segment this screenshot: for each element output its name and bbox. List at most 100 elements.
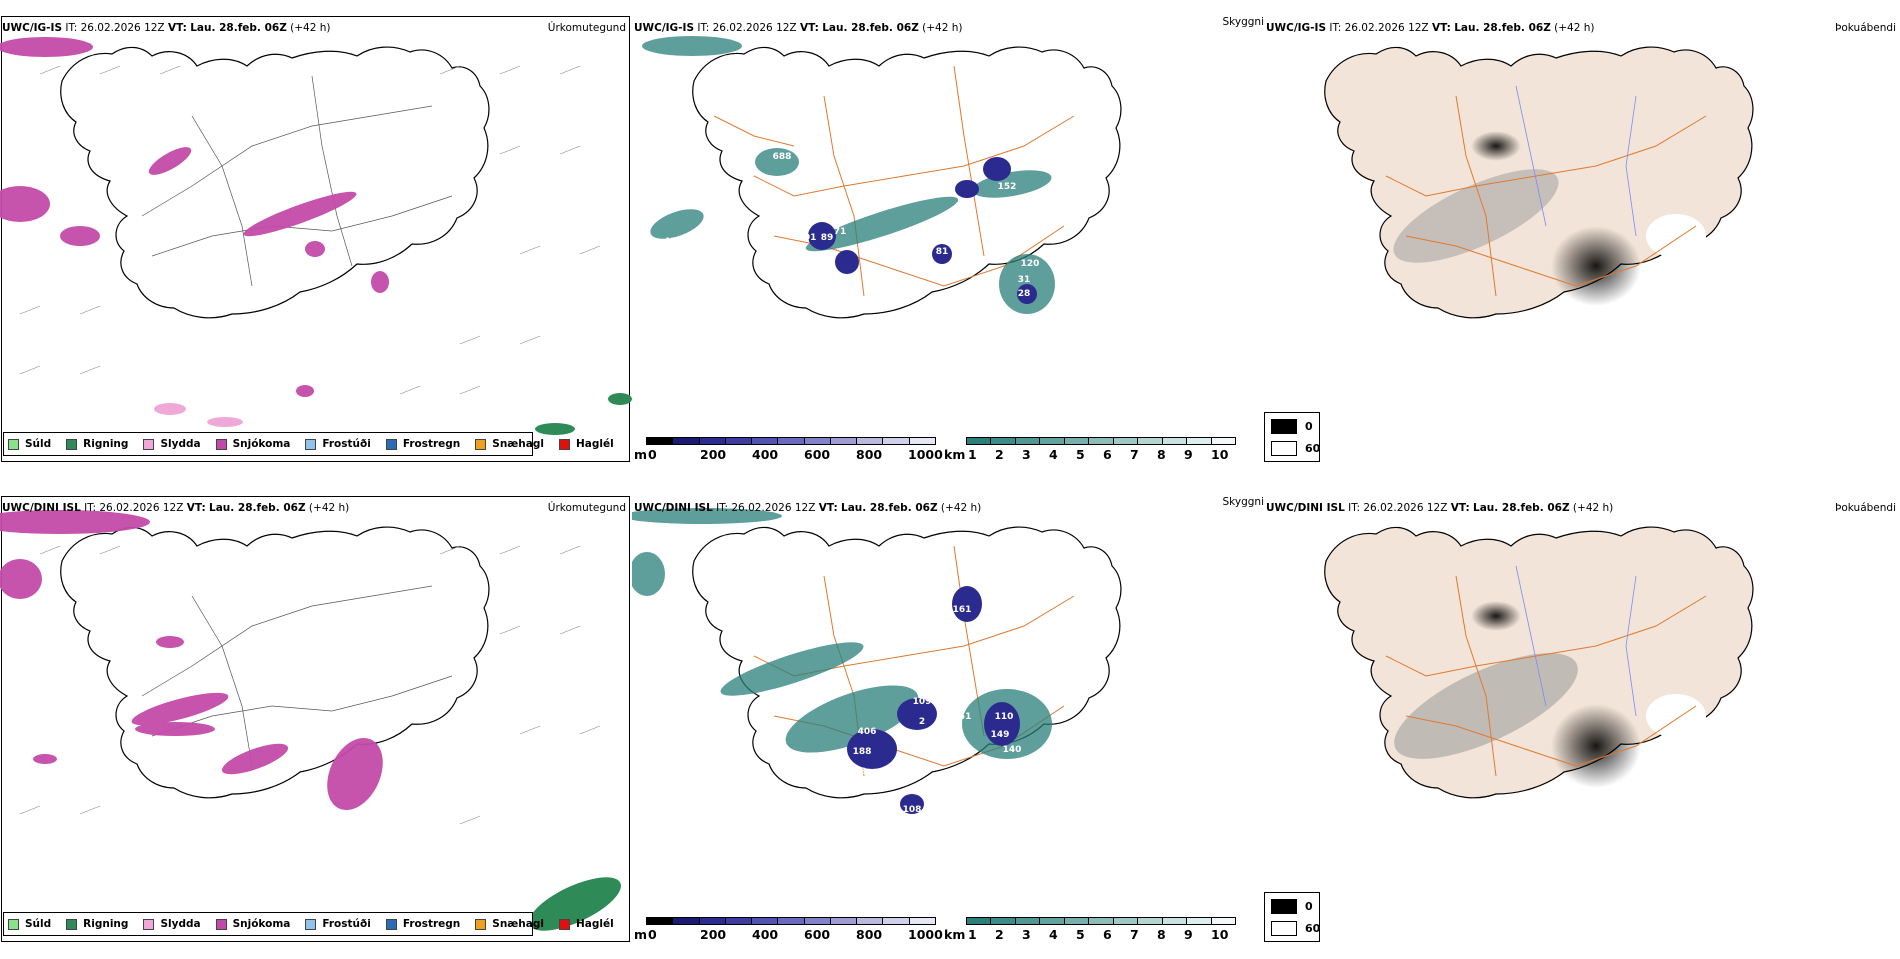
- cloud-base-value: 17: [916, 815, 929, 825]
- panel-header: UWC/DINI ISL IT: 26.02.2026 12Z VT: Lau.…: [634, 502, 982, 514]
- scale-segment: [1138, 918, 1163, 924]
- cloud-base-value: 149: [798, 687, 817, 697]
- cloud-base-value: 31: [1018, 275, 1031, 285]
- cloud-base-value: 31: [926, 379, 939, 389]
- scale-segment: [1211, 918, 1235, 924]
- scale-tick-label: 3: [1022, 927, 1031, 942]
- precip-legend-item: Haglél: [558, 918, 614, 930]
- legend-swatch: [215, 918, 227, 930]
- cloud-base-value: 15: [831, 677, 844, 687]
- cloud-base-value: 3: [974, 235, 980, 245]
- ceiling-unit: m: [634, 927, 648, 942]
- scale-tick-label: 1000: [908, 447, 943, 462]
- legend-swatch: [215, 438, 227, 450]
- cloud-base-value: 193: [895, 755, 914, 765]
- legend-swatch: [66, 438, 78, 450]
- fog-panel: UWC/IG-IS IT: 26.02.2026 12Z VT: Lau. 28…: [1264, 14, 1900, 479]
- scale-segment: [725, 438, 753, 444]
- legend-label: Haglél: [575, 438, 614, 450]
- scale-segment: [647, 438, 674, 444]
- scale-segment: [830, 918, 858, 924]
- scale-tick-label: 0: [648, 447, 657, 462]
- scale-tick-label: 1: [968, 927, 977, 942]
- scale-tick-label: 600: [804, 447, 831, 462]
- scale-tick-label: 4: [1049, 447, 1058, 462]
- ceiling-unit: m: [634, 447, 648, 462]
- legend-swatch: [558, 918, 570, 930]
- scale-segment: [1211, 438, 1235, 444]
- cloud-base-value: 16: [1046, 327, 1059, 337]
- panel-title: Skyggni: [1222, 16, 1265, 28]
- precip-type-map: [0, 510, 621, 931]
- panel-frame: [1, 16, 630, 462]
- scale-segment: [967, 918, 992, 924]
- precip-legend-item: Haglél: [558, 438, 614, 450]
- fog-legend-item: 60: [1271, 921, 1320, 936]
- legend-swatch: [143, 438, 155, 450]
- scale-tick-label: 1: [968, 447, 977, 462]
- scale-segment: [1187, 918, 1212, 924]
- legend-label: 0: [1305, 420, 1313, 433]
- cloud-base-value: 71: [834, 227, 847, 237]
- panel-header: UWC/DINI ISL IT: 26.02.2026 12Z VT: Lau.…: [1266, 502, 1614, 514]
- vis-scale-bar: [966, 437, 1236, 445]
- cloud-base-value: 161: [953, 605, 972, 615]
- legend-label: Slydda: [160, 438, 201, 450]
- scale-segment: [857, 918, 884, 924]
- scale-bars: m 0 200 400 600 800 1000 km 1 2 3 4 5 6 7 8 9 10: [634, 915, 1249, 942]
- cloud-base-value: 28: [1018, 289, 1031, 299]
- legend-label: Frostúði: [322, 438, 371, 450]
- legend-label: Snæhagl: [492, 438, 544, 450]
- scale-tick-label: 8: [1157, 927, 1166, 942]
- scale-tick-label: 400: [752, 447, 779, 462]
- scale-segment: [1040, 918, 1065, 924]
- scale-segment: [673, 918, 700, 924]
- scale-tick-label: 200: [700, 447, 727, 462]
- legend-swatch: [385, 918, 397, 930]
- scale-segment: [1113, 918, 1139, 924]
- scale-tick-label: 5: [1076, 447, 1085, 462]
- cloud-base-value: 2: [919, 717, 925, 727]
- cloud-base-labels: 1 161 15 149 161 109 406 188 313 193 151 110 149 140 1…: [771, 605, 1079, 852]
- precip-legend-item: Súld: [8, 438, 51, 450]
- legend-swatch: [475, 438, 487, 450]
- legend-swatch: [558, 438, 570, 450]
- panel-header: UWC/IG-IS IT: 26.02.2026 12Z VT: Lau. 28…: [634, 22, 963, 34]
- scale-segment: [909, 438, 935, 444]
- scale-tick-label: 3: [1022, 447, 1031, 462]
- legend-label: Snæhagl: [492, 918, 544, 930]
- cloud-base-value: 110: [995, 712, 1014, 722]
- legend-label: Snjókoma: [232, 438, 291, 450]
- fog-map: [1324, 526, 1754, 799]
- scale-segment: [699, 918, 726, 924]
- cloud-base-value: 120: [1021, 259, 1040, 269]
- precip-type-panel: UWC/DINI ISL IT: 26.02.2026 12Z VT: Lau.…: [0, 494, 632, 959]
- precip-legend-item: Slydda: [143, 438, 201, 450]
- scale-segment: [1138, 438, 1163, 444]
- scale-tick-label: 7: [1130, 447, 1139, 462]
- legend-label: 60: [1305, 442, 1321, 455]
- legend-swatch: [475, 918, 487, 930]
- panel-frame: [1, 496, 630, 942]
- cloud-base-value: 101: [798, 233, 817, 243]
- scale-segment: [1162, 438, 1188, 444]
- precip-legend-item: Súld: [8, 918, 51, 930]
- legend-label: Frostregn: [402, 438, 461, 450]
- scale-tick-label: 9: [1184, 927, 1193, 942]
- scale-segment: [1113, 438, 1139, 444]
- legend-label: Rigning: [83, 438, 129, 450]
- fog-legend: 0 60: [1264, 892, 1320, 942]
- precip-legend: Súld Rigning Slydda Snjókoma Frostúði Frostre…: [3, 912, 614, 936]
- scale-tick-label: 7: [1130, 927, 1139, 942]
- scale-segment: [1015, 918, 1041, 924]
- scale-segment: [647, 918, 674, 924]
- scale-segment: [1162, 918, 1188, 924]
- scale-segment: [699, 438, 726, 444]
- panel-header: UWC/DINI ISL IT: 26.02.2026 12Z VT: Lau.…: [2, 502, 350, 514]
- cloud-base-value: 152: [998, 182, 1017, 192]
- scale-segment: [778, 918, 805, 924]
- cloud-base-value: 313: [848, 767, 867, 777]
- scale-segment: [804, 438, 831, 444]
- legend-label: Haglél: [575, 918, 614, 930]
- legend-label: Frostúði: [322, 918, 371, 930]
